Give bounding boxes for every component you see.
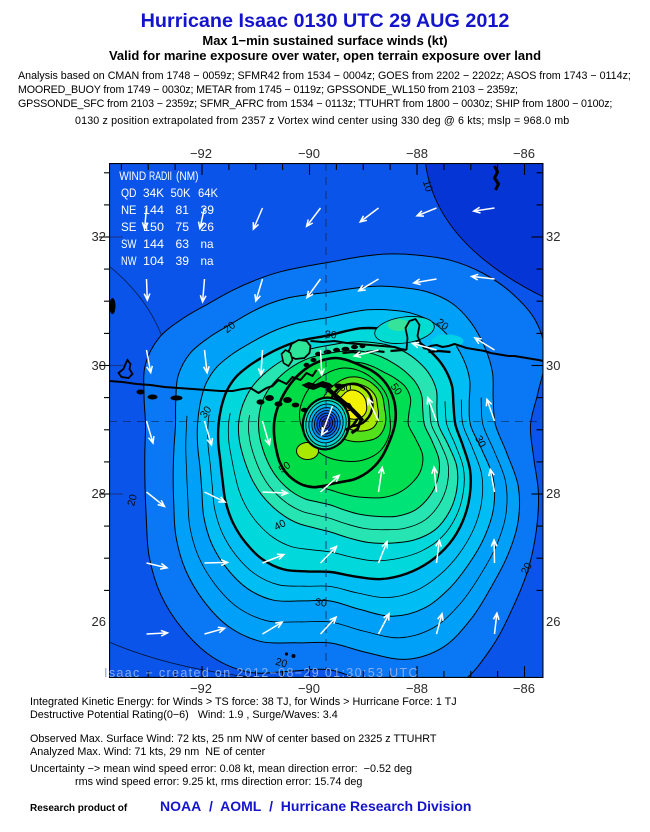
svg-text:30: 30: [472, 434, 488, 450]
svg-text:10: 10: [419, 179, 434, 194]
svg-text:40: 40: [272, 517, 288, 533]
svg-text:20: 20: [125, 493, 140, 508]
svg-text:60: 60: [339, 382, 351, 394]
svg-text:30: 30: [324, 329, 337, 342]
svg-text:Isaac − created on 2012−08−29: Isaac − created on 2012−08−29 01:30:53 U…: [104, 666, 419, 680]
svg-text:30: 30: [314, 596, 327, 610]
svg-text:20: 20: [518, 560, 534, 576]
svg-text:20: 20: [274, 656, 289, 671]
